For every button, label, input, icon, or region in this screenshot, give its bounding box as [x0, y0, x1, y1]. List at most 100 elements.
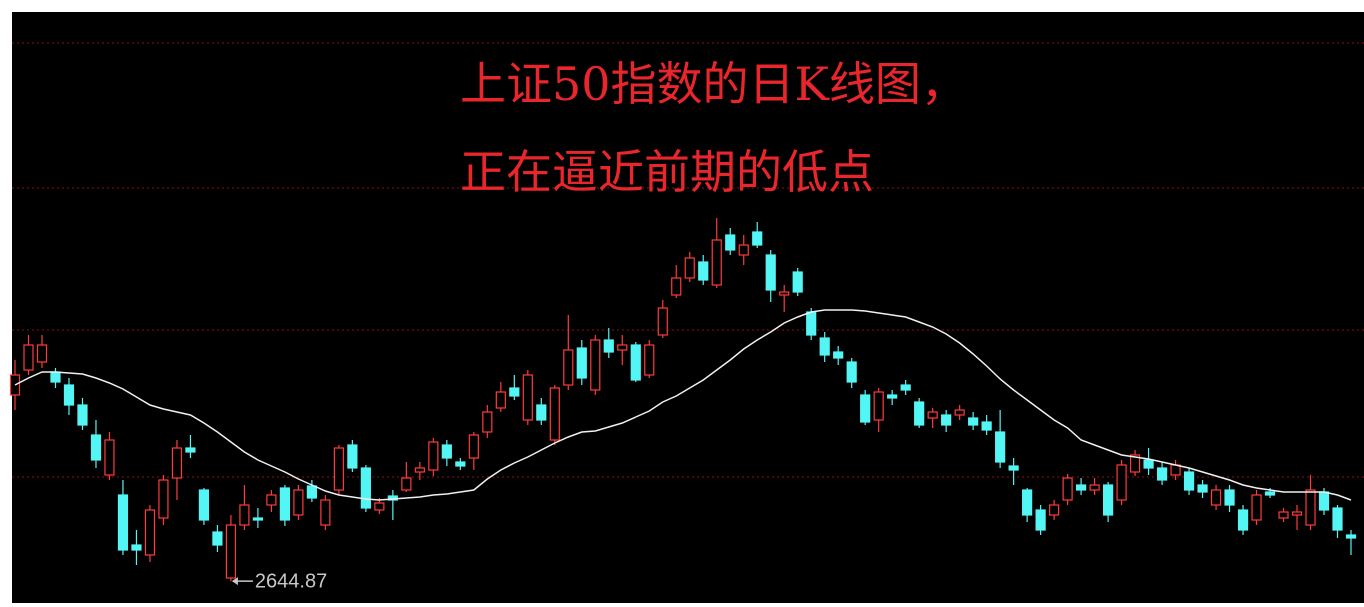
candle-body	[117, 494, 129, 551]
candle-body	[36, 344, 48, 363]
candle-body	[185, 447, 196, 453]
candle-body	[198, 489, 210, 521]
candle-body	[1170, 464, 1181, 476]
candles	[9, 218, 1357, 582]
candle-body	[63, 384, 75, 406]
title-line: 正在逼近前期的低点	[460, 145, 874, 199]
candle-body	[1278, 511, 1289, 519]
candle-body	[401, 477, 412, 491]
candle-body	[360, 467, 371, 509]
candle-body	[441, 444, 452, 459]
candle-body	[563, 349, 574, 386]
candle-body	[1291, 511, 1303, 516]
candle-body	[468, 434, 479, 459]
candle-body	[630, 344, 641, 381]
candle-body	[1008, 465, 1019, 471]
candle-body	[671, 277, 682, 296]
candle-body	[158, 479, 169, 519]
candle-body	[414, 467, 425, 473]
candle-body	[144, 509, 156, 556]
candle-body	[833, 351, 844, 359]
candle-body	[455, 461, 466, 467]
candle-body	[752, 231, 763, 246]
candle-body	[428, 441, 439, 471]
candle-body	[765, 254, 776, 291]
candle-body	[1305, 489, 1316, 526]
candle-body	[225, 524, 237, 579]
candle-body	[644, 344, 655, 376]
candle-body	[1062, 477, 1073, 501]
candle-body	[252, 517, 264, 521]
candle-body	[549, 387, 560, 441]
candle-body	[1089, 484, 1100, 491]
candle-body	[846, 361, 857, 383]
candle-body	[306, 485, 317, 499]
candle-body	[1143, 459, 1154, 469]
candle-body	[266, 494, 277, 506]
candle-body	[77, 404, 88, 426]
candle-body	[374, 502, 385, 511]
candle-body	[347, 444, 358, 469]
candle-body	[954, 409, 965, 416]
candle-body	[806, 311, 817, 336]
moving-average	[14, 309, 1352, 501]
candle-body	[590, 339, 601, 391]
candle-body	[482, 411, 493, 433]
annotation-arrowhead	[231, 577, 238, 586]
candle-body	[333, 447, 344, 491]
low-annotation: 2644.87	[231, 570, 327, 592]
candle-body	[1076, 484, 1087, 491]
candle-body	[522, 374, 533, 421]
candle-body	[617, 344, 628, 351]
candle-body	[1049, 504, 1060, 516]
candle-body	[914, 401, 925, 426]
candle-body	[536, 404, 547, 421]
candle-body	[995, 431, 1006, 463]
grid	[12, 42, 1364, 478]
candle-body	[968, 417, 979, 426]
candle-body	[1332, 507, 1343, 531]
candle-body	[239, 504, 250, 526]
candle-body	[981, 421, 992, 431]
candle-body	[779, 291, 790, 296]
candle-body	[1197, 484, 1208, 493]
candle-body	[509, 387, 520, 397]
candle-body	[819, 337, 830, 356]
candle-body	[495, 391, 506, 409]
candle-body	[738, 244, 749, 256]
candle-body	[1022, 489, 1033, 516]
plot-background	[12, 12, 1364, 603]
candle-body	[320, 499, 331, 526]
candle-body	[1237, 509, 1249, 531]
candle-body	[792, 271, 803, 293]
low-label: 2644.87	[255, 570, 327, 592]
candle-body	[1183, 471, 1195, 491]
candle-body	[941, 414, 952, 426]
candle-body	[1224, 489, 1235, 506]
candle-body	[104, 439, 115, 476]
candle-body	[1318, 491, 1330, 511]
title-line: 上证50指数的日K线图，	[460, 57, 967, 111]
candle-body	[279, 487, 290, 521]
candle-body	[657, 307, 668, 336]
candle-body	[90, 434, 102, 461]
candle-body	[711, 239, 722, 286]
candle-body	[1129, 454, 1141, 473]
candle-body	[50, 371, 61, 383]
candle-body	[900, 384, 911, 391]
candle-body	[860, 394, 871, 423]
candle-body	[603, 339, 614, 353]
candle-body	[927, 411, 938, 419]
candle-body	[1345, 534, 1357, 539]
candle-body	[1116, 464, 1127, 501]
candle-body	[698, 261, 709, 281]
candle-body	[873, 391, 884, 421]
candle-body	[576, 347, 587, 379]
candle-body	[23, 344, 34, 371]
ma-line	[14, 309, 1352, 501]
candle-body	[171, 447, 183, 479]
candle-body	[1035, 509, 1046, 531]
candle-body	[1102, 484, 1114, 516]
